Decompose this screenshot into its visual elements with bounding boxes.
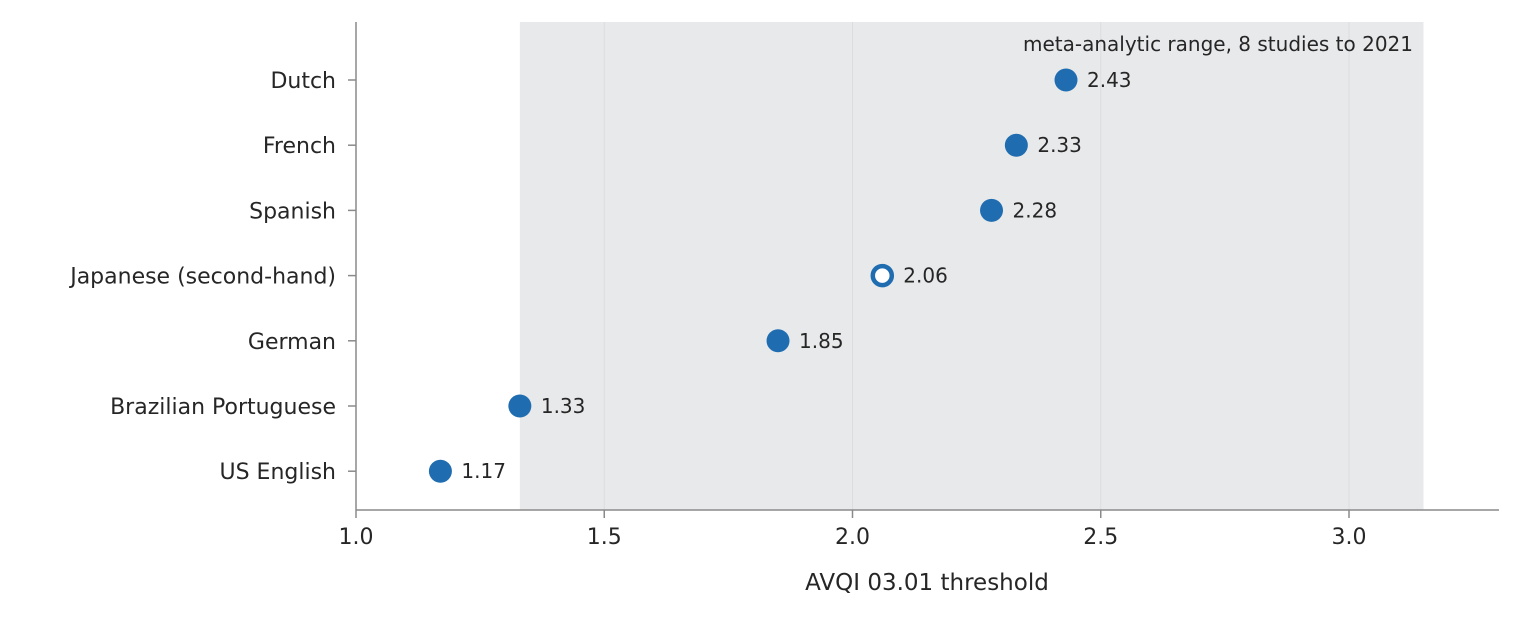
x-tick-label: 1.0 (339, 525, 374, 550)
category-label: French (263, 134, 336, 159)
value-label: 2.33 (1037, 133, 1082, 157)
x-tick-label: 2.0 (835, 525, 870, 550)
data-point (766, 329, 790, 353)
x-tick-label: 2.5 (1083, 525, 1118, 550)
category-label: US English (220, 460, 337, 485)
band-label: meta-analytic range, 8 studies to 2021 (1023, 32, 1413, 56)
text-layer: meta-analytic range, 8 studies to 2021 A… (68, 32, 1413, 596)
data-point (428, 459, 452, 483)
range-band-layer (519, 22, 1424, 510)
data-point (1004, 133, 1028, 157)
value-label: 1.17 (461, 459, 506, 483)
category-label: Spanish (249, 199, 336, 224)
category-label: German (248, 330, 336, 355)
range-band (519, 22, 1424, 510)
axis-layer (348, 22, 1499, 518)
value-label: 1.85 (799, 329, 844, 353)
data-point (1054, 68, 1078, 92)
value-label: 2.06 (903, 264, 948, 288)
data-point (508, 394, 532, 418)
data-point-hollow (870, 263, 895, 288)
category-label: Japanese (second-hand) (68, 265, 336, 290)
x-tick-label: 1.5 (587, 525, 622, 550)
value-label: 1.33 (541, 394, 586, 418)
category-label: Brazilian Portuguese (110, 395, 336, 420)
x-axis-title: AVQI 03.01 threshold (805, 570, 1049, 596)
category-label: Dutch (270, 69, 336, 94)
value-label: 2.28 (1013, 198, 1058, 222)
x-tick-label: 3.0 (1332, 525, 1367, 550)
data-point (980, 198, 1004, 222)
value-label: 2.43 (1087, 68, 1132, 92)
mark-layer (428, 68, 1078, 483)
